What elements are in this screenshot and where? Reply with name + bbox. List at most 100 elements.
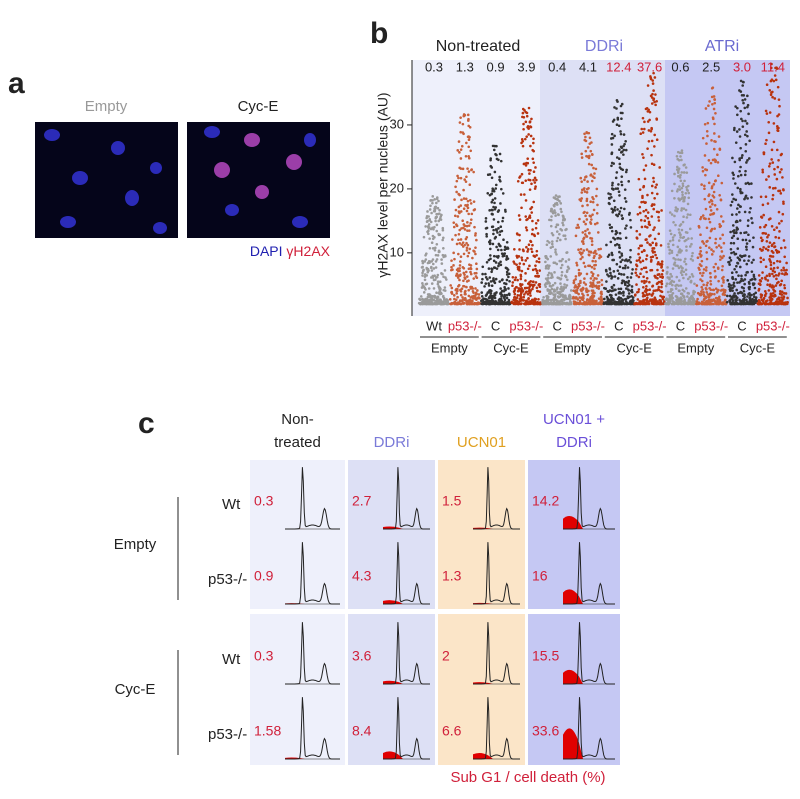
dot	[682, 235, 686, 239]
dot	[507, 272, 511, 276]
dot	[575, 226, 578, 230]
dot	[730, 271, 734, 275]
dot	[650, 153, 653, 157]
dot	[487, 267, 491, 270]
dot	[429, 199, 433, 202]
dot	[616, 208, 619, 211]
dot	[491, 198, 495, 202]
dot	[633, 302, 637, 305]
dot	[716, 161, 720, 164]
dot	[490, 212, 494, 216]
dot	[437, 219, 441, 223]
dot	[616, 116, 620, 120]
dot	[513, 278, 517, 282]
dot	[776, 250, 779, 253]
dot	[585, 187, 589, 191]
dot	[619, 104, 623, 108]
dot	[458, 264, 462, 267]
dot	[712, 302, 715, 306]
dot	[705, 251, 708, 254]
dot	[502, 300, 506, 304]
group-label: Cyc-E	[115, 681, 156, 698]
dot	[492, 277, 495, 280]
dot	[469, 266, 472, 270]
dot	[680, 171, 684, 174]
dot	[455, 272, 459, 276]
dot	[541, 298, 544, 302]
dot	[546, 273, 550, 277]
dot	[708, 220, 712, 224]
dot	[549, 218, 553, 222]
dot	[780, 279, 783, 283]
dot	[701, 288, 704, 291]
dot	[765, 239, 769, 243]
dot	[679, 258, 682, 262]
dot	[620, 214, 624, 217]
dot	[690, 242, 693, 246]
dot	[554, 225, 558, 229]
dot	[487, 296, 491, 300]
dot	[703, 122, 707, 126]
dot	[544, 267, 548, 270]
dot	[531, 287, 534, 291]
dot	[782, 268, 786, 272]
dot	[676, 302, 679, 305]
dot	[732, 294, 735, 297]
dot	[470, 212, 474, 216]
dot	[692, 291, 695, 294]
dot	[650, 139, 654, 143]
dot	[524, 291, 528, 294]
dot	[779, 153, 783, 157]
dot	[735, 213, 738, 216]
dot	[777, 296, 781, 299]
dot	[465, 241, 468, 245]
dot	[776, 300, 780, 304]
dot	[768, 283, 772, 287]
dot	[621, 258, 624, 262]
dot	[480, 281, 483, 284]
dot	[619, 287, 623, 291]
dot	[717, 279, 720, 283]
dot	[736, 281, 739, 284]
dot	[727, 282, 731, 286]
dot	[520, 172, 524, 176]
dot	[580, 191, 584, 194]
dot	[582, 242, 585, 246]
dot	[441, 236, 445, 240]
dot	[484, 297, 487, 301]
dot	[704, 168, 707, 171]
dot	[613, 275, 617, 278]
dot	[467, 294, 471, 298]
dot	[461, 296, 464, 299]
dot	[713, 292, 716, 296]
dot	[592, 301, 596, 304]
dot	[584, 175, 588, 178]
dot	[736, 237, 740, 241]
dot	[566, 265, 570, 269]
dot	[465, 175, 468, 179]
dot	[593, 276, 597, 280]
dot	[577, 226, 581, 229]
dot	[459, 238, 463, 241]
top-label: 1.3	[456, 59, 474, 74]
dot	[457, 140, 461, 143]
dot	[783, 255, 786, 259]
dot	[684, 257, 687, 261]
dot	[498, 233, 502, 237]
dot	[522, 162, 526, 166]
dot	[643, 201, 647, 205]
dot	[593, 263, 596, 267]
dot	[466, 167, 469, 170]
dot	[746, 134, 749, 138]
dot	[497, 264, 500, 268]
dot	[677, 239, 681, 242]
dot	[616, 277, 620, 280]
dot	[750, 217, 753, 220]
dot	[569, 289, 573, 292]
dot	[594, 302, 598, 306]
dot	[762, 258, 765, 261]
dot	[759, 195, 763, 199]
dot	[471, 290, 475, 293]
dot	[464, 237, 468, 241]
dot	[708, 100, 711, 103]
